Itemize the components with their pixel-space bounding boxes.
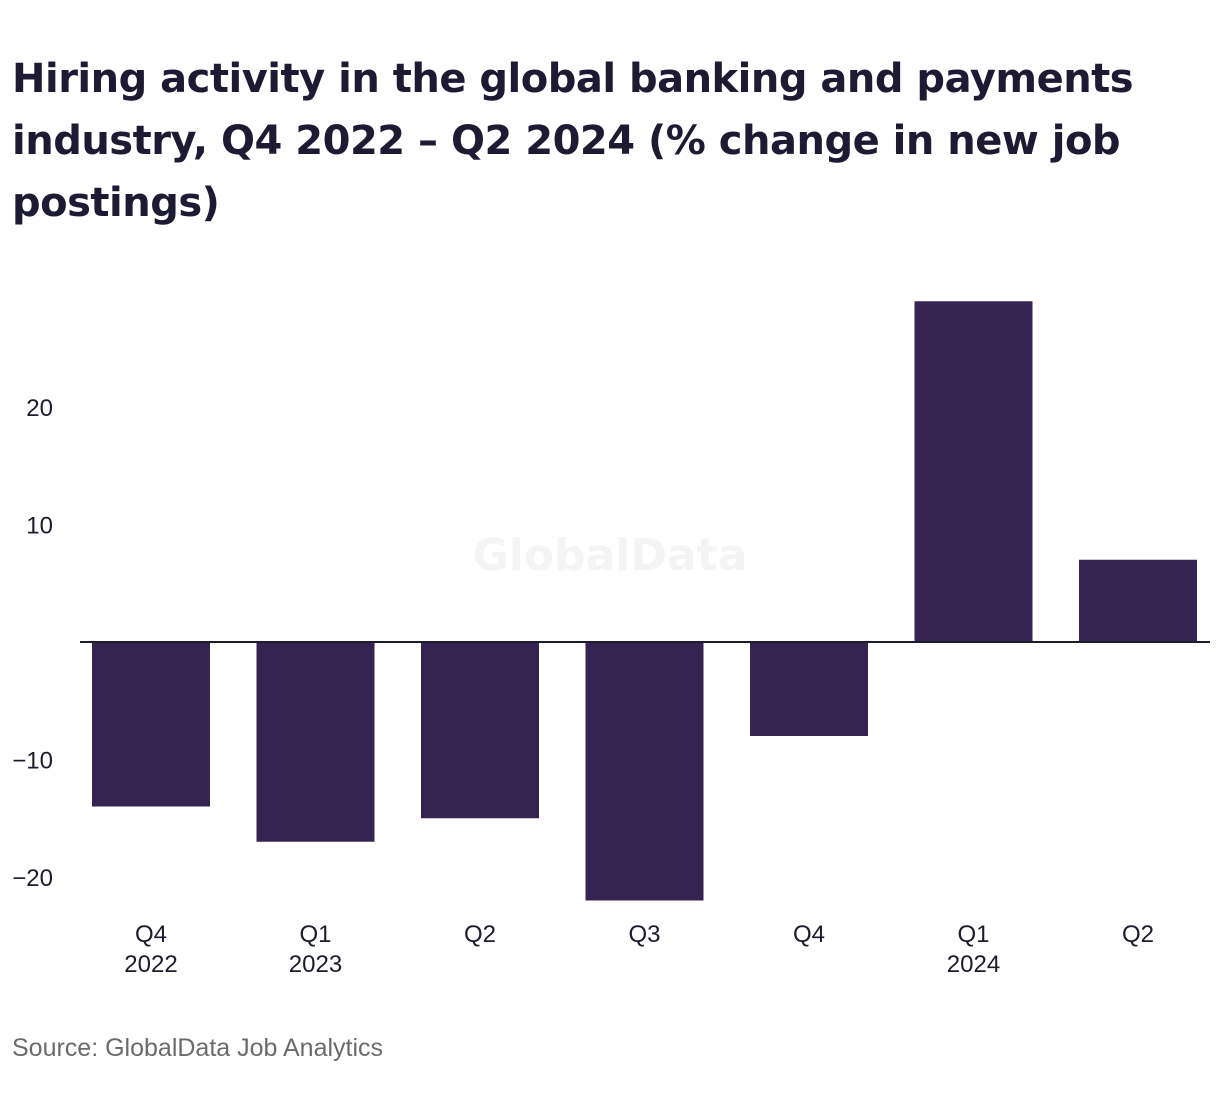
x-tick-label-quarter: Q2 — [464, 921, 496, 948]
source-note: Source: GlobalData Job Analytics — [12, 1034, 384, 1062]
y-tick-label: −10 — [12, 748, 53, 775]
bar-5 — [914, 301, 1033, 642]
bars-group — [92, 301, 1197, 901]
x-tick-label-year: 2022 — [124, 951, 177, 978]
bar-1 — [256, 642, 375, 842]
chart-title: Hiring activity in the global banking an… — [12, 56, 1134, 226]
y-tick-label: −20 — [12, 865, 53, 892]
bar-3 — [585, 642, 704, 901]
watermark: GlobalData — [473, 530, 748, 581]
x-axis-labels: Q4 2022 Q1 2023 Q2 Q3 Q4 Q1 2024 Q2 — [124, 921, 1154, 978]
x-tick-label-quarter: Q4 — [793, 921, 825, 948]
x-tick-label-year: 2024 — [947, 951, 1000, 978]
bar-6 — [1079, 559, 1197, 642]
y-tick-label: 20 — [26, 395, 53, 422]
x-tick-label-quarter: Q1 — [957, 921, 989, 948]
x-tick-label-quarter: Q4 — [135, 921, 167, 948]
x-tick-label-quarter: Q2 — [1122, 921, 1154, 948]
bar-2 — [421, 642, 539, 819]
x-tick-label-quarter: Q1 — [299, 921, 331, 948]
x-tick-label-year: 2023 — [289, 951, 342, 978]
bar-0 — [92, 642, 210, 807]
y-axis-ticks: 20 10 −10 −20 — [12, 395, 53, 892]
bar-4 — [750, 642, 868, 736]
y-tick-label: 10 — [26, 513, 53, 540]
x-tick-label-quarter: Q3 — [628, 921, 660, 948]
